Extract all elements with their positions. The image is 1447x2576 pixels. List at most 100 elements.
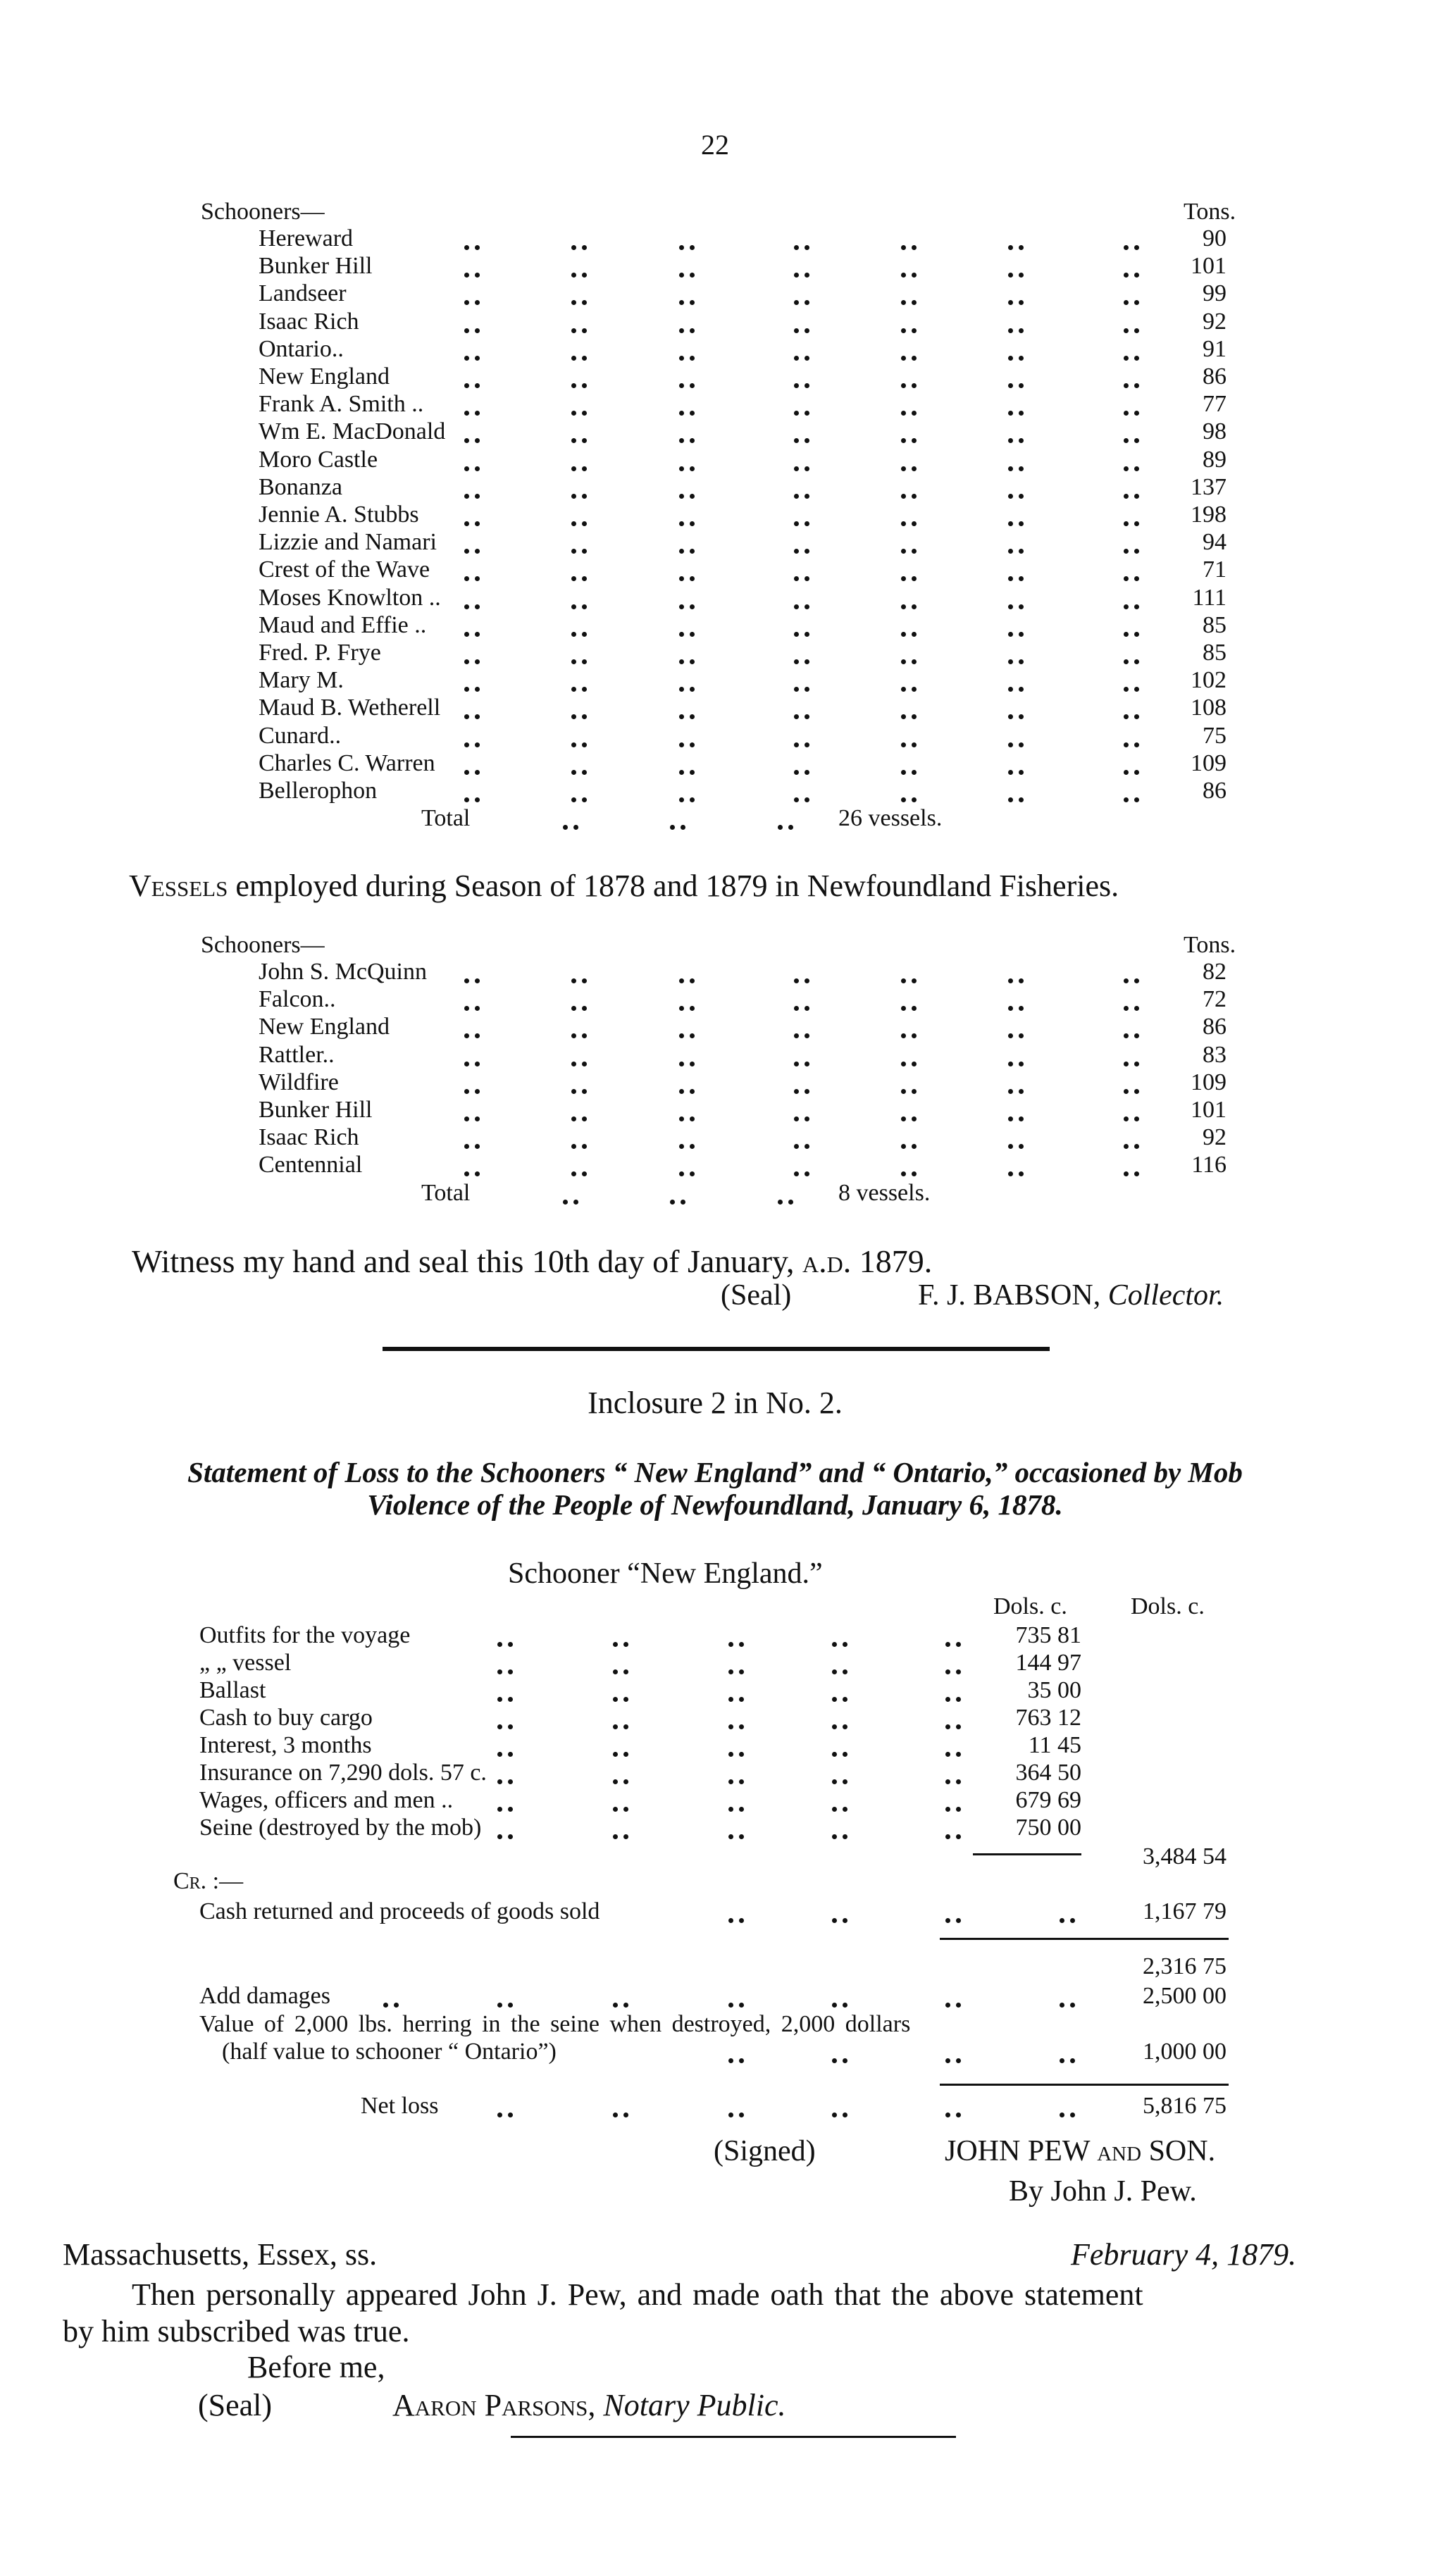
vessel-name: Wm E. MacDonald — [259, 418, 446, 445]
tonnage: 83 — [1203, 1041, 1226, 1068]
total-label: Total — [421, 805, 471, 832]
tonnage: 91 — [1203, 335, 1226, 362]
dot-leader — [569, 573, 590, 582]
dot-leader — [676, 380, 697, 388]
dot-leader — [1005, 1086, 1026, 1094]
dot-leader — [898, 1141, 919, 1150]
dot-leader — [791, 546, 812, 554]
section-label: Schooners— — [201, 932, 325, 958]
dot-leader — [461, 767, 483, 775]
dot-leader — [898, 325, 919, 333]
dot-leader — [569, 380, 590, 388]
dot-leader — [1057, 2110, 1078, 2117]
balance: 2,316 75 — [1143, 1953, 1226, 1979]
dot-leader — [461, 795, 483, 802]
dot-leader — [898, 408, 919, 416]
dot-leader — [898, 573, 919, 582]
dot-leader — [676, 270, 697, 278]
dot-leader — [1121, 380, 1142, 388]
tonnage: 86 — [1203, 778, 1226, 804]
dot-leader — [1121, 353, 1142, 361]
dot-leader — [726, 2055, 747, 2063]
dot-leader — [569, 767, 590, 775]
dot-leader — [726, 1667, 747, 1674]
expense-label: Cash to buy cargo — [199, 1705, 373, 1731]
dot-leader — [829, 1749, 850, 1757]
dot-leader — [829, 1915, 850, 1923]
dot-leader — [1121, 711, 1142, 720]
expense-amount: 364 50 — [1015, 1760, 1082, 1786]
dot-leader — [898, 629, 919, 637]
damages-amount: 2,500 00 — [1143, 1983, 1226, 2009]
dot-leader — [610, 1777, 631, 1784]
dot-leader — [676, 684, 697, 692]
dot-leader — [943, 2055, 964, 2063]
dot-leader — [898, 767, 919, 775]
dot-leader — [1005, 380, 1026, 388]
dot-leader — [791, 353, 812, 361]
net-rule — [940, 2084, 1229, 2086]
tonnage: 92 — [1203, 308, 1226, 335]
herring-line-1: Value of 2,000 lbs. herring in the seine… — [199, 2011, 911, 2037]
dot-leader — [1005, 629, 1026, 637]
tonnage: 99 — [1203, 280, 1226, 307]
vessel-name: Moro Castle — [259, 446, 378, 473]
dot-leader — [791, 684, 812, 692]
dot-leader — [495, 1722, 516, 1729]
dot-leader — [791, 1169, 812, 1177]
dot-leader — [1121, 767, 1142, 775]
dot-leader — [791, 1003, 812, 1012]
dot-leader — [791, 463, 812, 471]
dot-leader — [461, 684, 483, 692]
dot-leader — [726, 1722, 747, 1729]
dot-leader — [676, 1114, 697, 1121]
dot-leader — [676, 491, 697, 499]
expense-label: Outfits for the voyage — [199, 1622, 411, 1648]
vessel-name: Fred. P. Frye — [259, 640, 381, 666]
dot-leader — [560, 822, 581, 830]
expense-amount: 763 12 — [1015, 1705, 1082, 1731]
dot-leader — [495, 1777, 516, 1784]
dot-leader — [726, 1915, 747, 1923]
dot-leader — [1121, 463, 1142, 471]
dot-leader — [898, 795, 919, 802]
vessel-name: Lizzie and Namari — [259, 529, 437, 556]
dot-leader — [1121, 573, 1142, 582]
expense-amount: 144 97 — [1015, 1650, 1082, 1676]
dot-leader — [1005, 976, 1026, 983]
dot-leader — [569, 602, 590, 609]
dot-leader — [726, 1804, 747, 1812]
tonnage: 102 — [1191, 667, 1226, 694]
dot-leader — [676, 353, 697, 361]
dot-leader — [1005, 353, 1026, 361]
dot-leader — [1121, 629, 1142, 637]
herring-line-2: (half value to schooner “ Ontario”) — [222, 2039, 557, 2065]
inclosure-title: Inclosure 2 in No. 2. — [588, 1386, 843, 1420]
expense-label: Wages, officers and men .. — [199, 1787, 454, 1813]
dot-leader — [569, 976, 590, 983]
dot-leader — [943, 1915, 964, 1923]
dot-leader — [380, 2000, 402, 2008]
subtotal-rule — [973, 1853, 1081, 1855]
dot-leader — [1005, 1114, 1026, 1121]
dot-leader — [1121, 684, 1142, 692]
dot-leader — [569, 657, 590, 664]
dot-leader — [569, 1114, 590, 1121]
dot-leader — [791, 767, 812, 775]
dot-leader — [726, 1749, 747, 1757]
dot-leader — [829, 1831, 850, 1839]
dot-leader — [1005, 684, 1026, 692]
vessel-name: Hereward — [259, 225, 354, 251]
collector-signature: F. J. BABSON, Collector. — [918, 1278, 1224, 1312]
dot-leader — [1005, 1003, 1026, 1012]
dot-leader — [569, 1059, 590, 1066]
dot-leader — [791, 1059, 812, 1066]
notary-name: Aaron Parsons, — [392, 2388, 596, 2422]
dot-leader — [791, 297, 812, 306]
tonnage: 89 — [1203, 446, 1226, 473]
dot-leader — [461, 435, 483, 444]
dot-leader — [898, 1169, 919, 1177]
venue: Massachusetts, Essex, ss. — [63, 2237, 378, 2272]
dot-leader — [676, 629, 697, 637]
witness-text: Witness my hand and seal this 10th day o… — [132, 1243, 803, 1279]
